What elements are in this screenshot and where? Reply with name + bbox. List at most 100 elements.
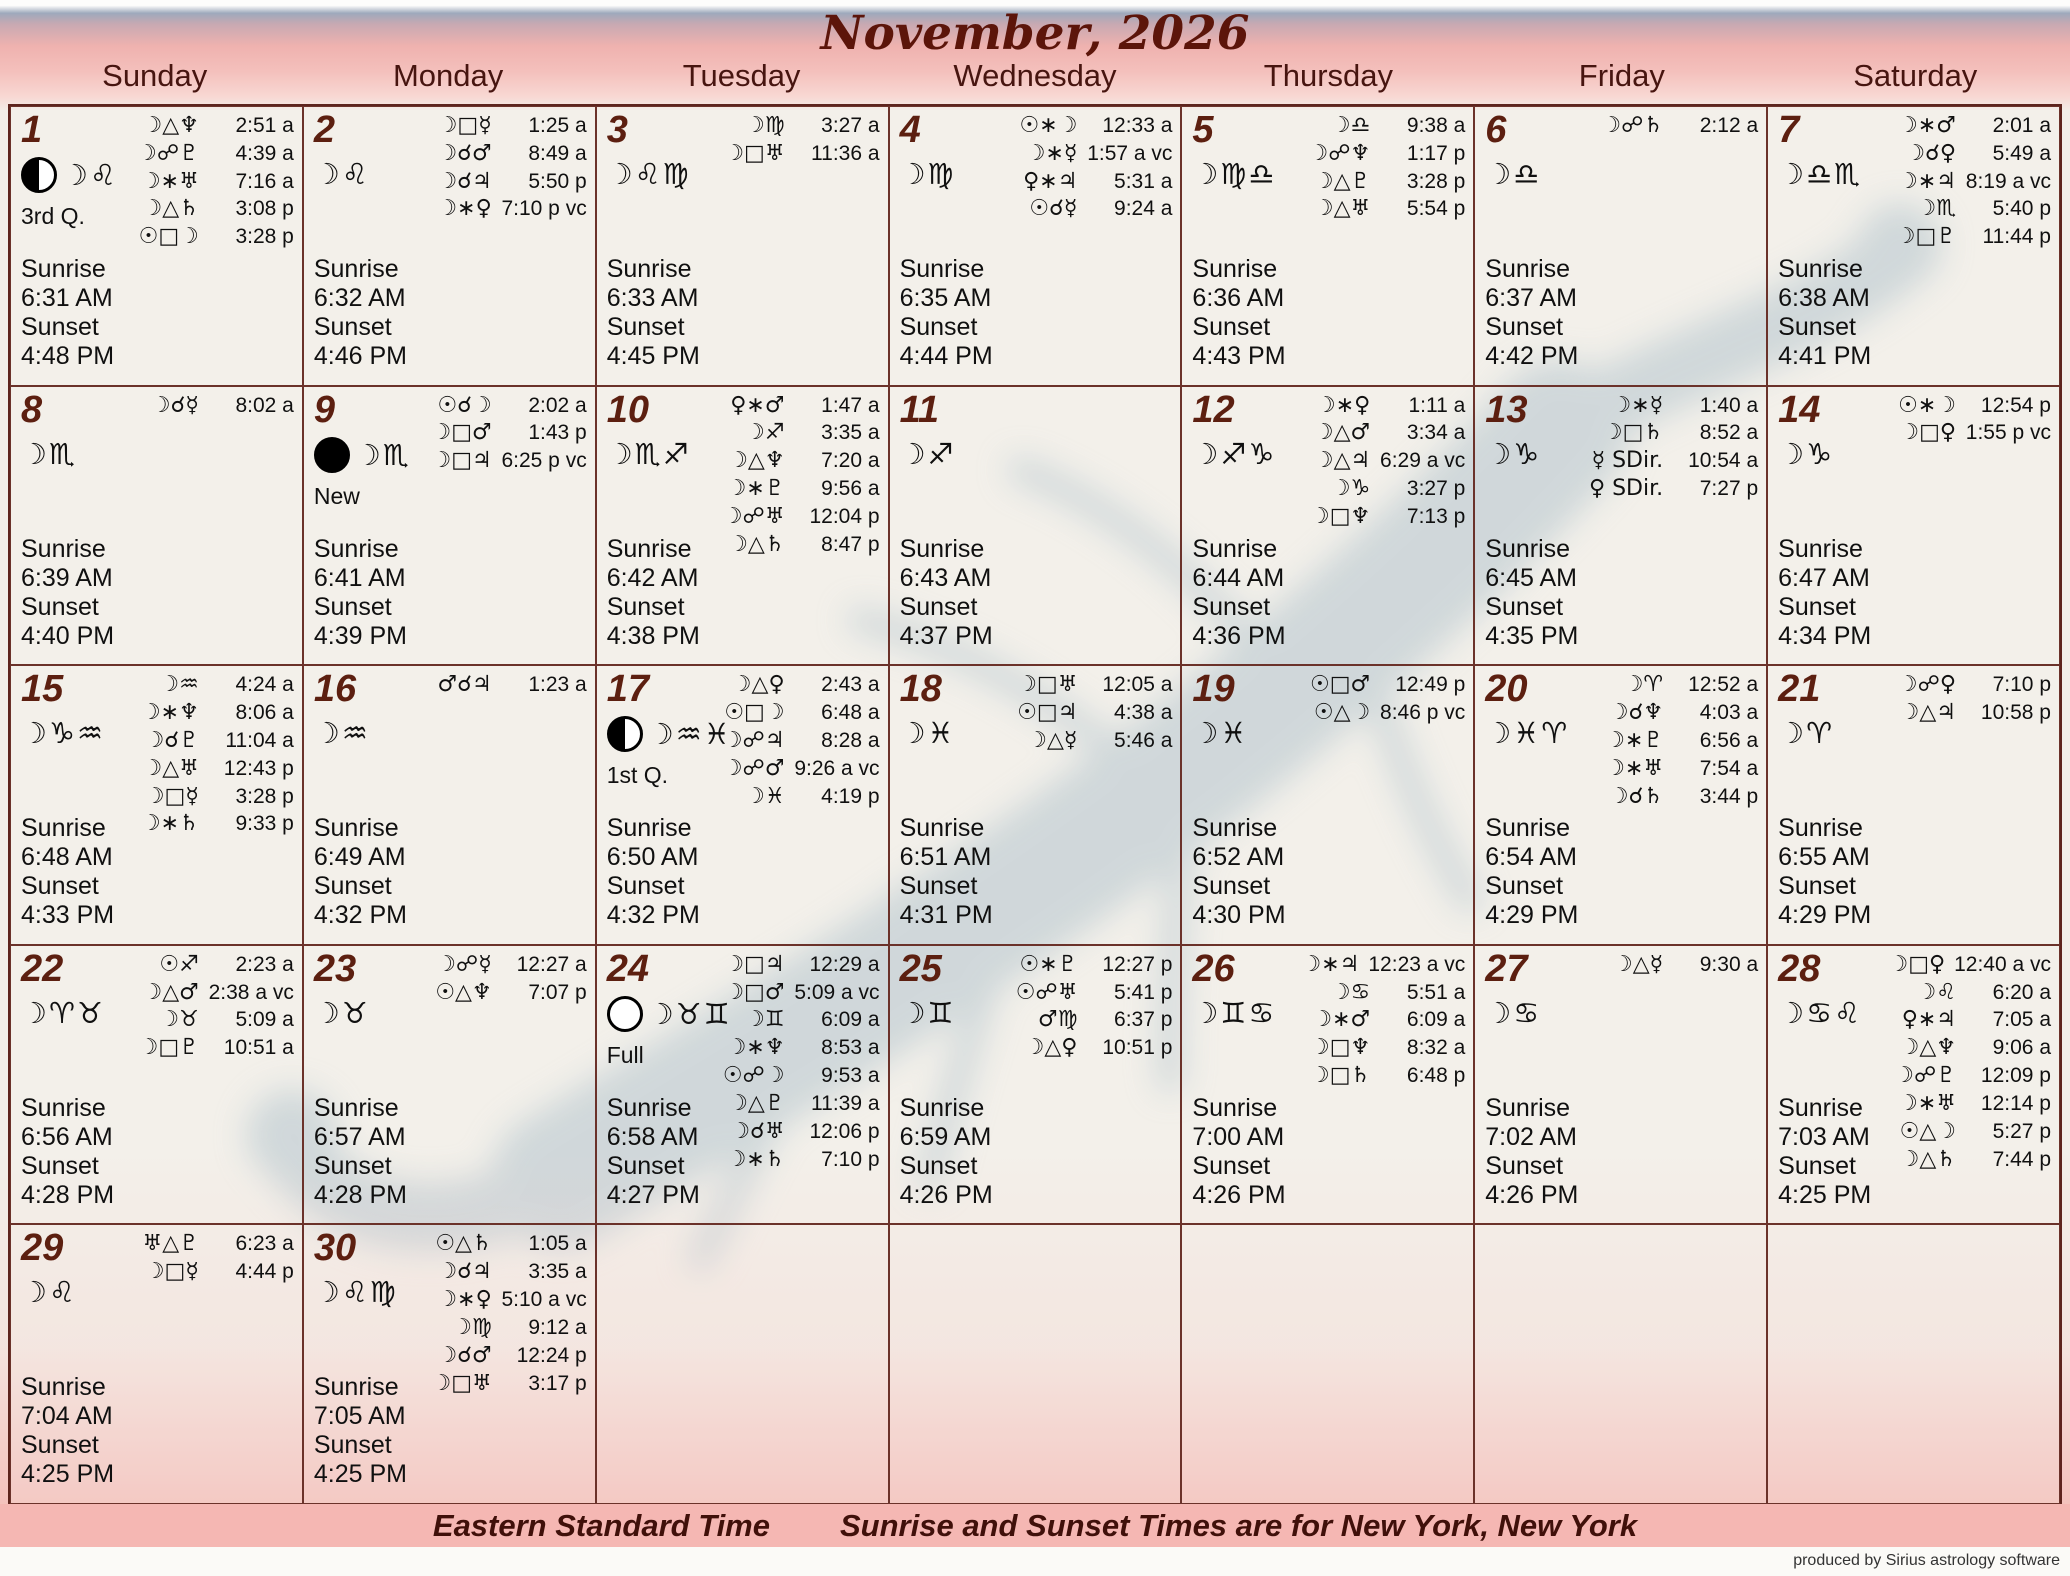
aspect-symbols: ☽□☿: [437, 113, 492, 138]
aspect-list: ☽□☿ 1:25 a ☽☌♂ 8:49 a ☽☌♃ 5:50 p ☽∗♀ 7:10 p vc: [437, 113, 586, 223]
aspect-time: 12:04 p: [809, 504, 880, 528]
aspect-time: 7:44 p: [1992, 1147, 2051, 1171]
aspect-row: ☽□♅ 11:36 a: [724, 141, 879, 168]
moon-sign: ☽♉: [314, 996, 370, 1030]
aspect-row: ☽∗♆ 8:53 a: [723, 1035, 880, 1062]
sun-times: Sunrise 6:44 AM Sunset 4:36 PM: [1192, 535, 1285, 651]
new-moon-icon: [313, 436, 350, 473]
aspect-row: ☽□♃ 6:25 p vc: [431, 448, 586, 475]
sunrise-label: Sunrise: [1192, 255, 1278, 283]
aspect-row: ☉∗♇ 12:27 p: [1016, 952, 1173, 979]
aspect-time: 10:51 a: [223, 1036, 294, 1060]
sunrise-label: Sunrise: [1778, 1093, 1863, 1122]
sunset-time: 4:32 PM: [606, 901, 700, 930]
aspect-symbols: ☽△♃: [1899, 700, 1956, 726]
sunset-time: 4:46 PM: [313, 342, 407, 370]
aspect-symbols: ☽♎: [1330, 113, 1371, 138]
aspect-time: 2:23 a: [235, 952, 294, 976]
weekday-label: Sunday: [102, 58, 208, 93]
sunrise-label: Sunrise: [1778, 255, 1863, 283]
aspect-row: ☽□♆ 7:13 p: [1310, 504, 1465, 531]
aspect-symbols: ♀ SDir.: [1588, 476, 1664, 502]
aspect-symbols: ☽△♆: [1899, 1035, 1956, 1061]
aspect-symbols: ☽☍♄: [1601, 113, 1664, 138]
aspect-list: ☽♒ 4:24 a ☽∗♆ 8:06 a ☽☌♇ 11:04 a ☽△♅ 12:43 p ☽□☿…: [141, 672, 294, 838]
aspect-symbols: ☽∗♄: [726, 1146, 785, 1172]
moon-sign: ☽♑: [1778, 437, 1834, 471]
aspect-row: ☽☌♃ 3:35 a: [431, 1259, 586, 1286]
sun-times: Sunrise 6:43 AM Sunset 4:37 PM: [900, 535, 993, 651]
aspect-row: ☽△♆ 9:06 a: [1888, 1035, 2051, 1062]
moon-sign-glyphs: ☽♉♊: [647, 996, 732, 1031]
aspect-time: 6:09 a: [1406, 1008, 1466, 1032]
sun-times: Sunrise 7:03 AM Sunset 4:25 PM: [1778, 1094, 1871, 1210]
aspect-time: 6:09 a: [821, 1008, 880, 1032]
aspect-row: ☽♋ 5:51 a: [1301, 980, 1465, 1007]
day-number: 14: [1778, 388, 1821, 431]
aspect-symbols: ☽□♃: [724, 951, 785, 977]
aspect-symbols: ☽∗♅: [140, 168, 199, 194]
aspect-row: ☽□♇ 11:44 p: [1896, 224, 2051, 251]
sunset-label: Sunset: [313, 592, 392, 621]
aspect-time: 9:38 a: [1406, 114, 1466, 137]
sunset-label: Sunset: [1485, 592, 1564, 621]
aspect-row: ☽△♄ 8:47 p: [723, 532, 879, 559]
aspect-row: ☽△♀ 10:51 p: [1016, 1035, 1173, 1062]
aspect-symbols: ☽△♂: [1313, 420, 1371, 446]
aspect-symbols: ☽∗♇: [726, 476, 785, 502]
moon-sign: ☽♓♈: [1485, 716, 1569, 750]
aspect-time: 3:08 p: [235, 197, 294, 221]
aspect-row: ☉□♃ 4:38 a: [1017, 700, 1172, 727]
aspect-symbols: ☽☌♃: [437, 1259, 492, 1285]
aspect-time: 8:02 a: [235, 393, 294, 417]
sun-times: Sunrise 6:50 AM Sunset 4:32 PM: [607, 814, 700, 930]
day-number: 25: [899, 947, 942, 990]
moon-sign: ☽♒: [314, 716, 370, 750]
aspect-row: ☽□♀ 12:40 a vc: [1888, 952, 2051, 979]
aspect-row: ♀∗♃ 5:31 a: [1020, 169, 1172, 196]
sunrise-time: 6:48 AM: [21, 843, 113, 872]
moon-sign: ☽♌♍: [607, 157, 691, 191]
aspect-symbols: ☉△☽: [1313, 700, 1371, 726]
day-cell-23: 23 ☽♉ ☽☍☿ 12:27 a ☉△♆ 7:07 p Sunrise 6:57 AM Sun…: [302, 944, 596, 1225]
day-number: 16: [313, 668, 357, 711]
aspect-time: 6:23 a: [235, 1232, 294, 1256]
aspect-symbols: ☽△♇: [1313, 168, 1371, 194]
moon-sign-glyphs: ☽♌♍: [313, 1275, 398, 1310]
aspect-symbols: ☉∗♇: [1019, 951, 1078, 977]
aspect-list: ☽☍♀ 7:10 p ☽△♃ 10:58 p: [1898, 672, 2051, 727]
moon-sign: ☽♈♉: [21, 996, 105, 1030]
moon-sign: ☽♏: [21, 437, 77, 471]
aspect-row: ☽△♅ 5:54 p: [1309, 196, 1465, 223]
aspect-time: 12:23 a vc: [1368, 952, 1466, 976]
sunset-time: 4:29 PM: [1485, 901, 1579, 930]
moon-sign-glyphs: ☽♑: [1778, 436, 1835, 471]
day-cell-5: 5 ☽♍♎ ☽♎ 9:38 a ☽☍♆ 1:17 p ☽△♇ 3:28 p ☽△♅ 5:54 p S…: [1181, 106, 1475, 386]
moon-sign-glyphs: ☽♓: [1192, 716, 1249, 751]
aspect-row: ☽♓ 4:19 p: [723, 784, 879, 811]
aspect-symbols: ☽∗♅: [1898, 1090, 1956, 1116]
moon-sign: ☽♑: [1485, 437, 1541, 471]
moon-sign-glyphs: ☽♏: [21, 436, 77, 471]
sunset-time: 4:32 PM: [313, 901, 407, 930]
aspect-row: ☉∗☽ 12:54 p: [1898, 393, 2051, 420]
location-note: Sunrise and Sunset Times are for New Yor…: [840, 1507, 1638, 1543]
sunset-label: Sunset: [313, 1151, 392, 1180]
aspect-row: ☉□☽ 6:48 a: [723, 700, 879, 727]
aspect-time: 10:54 a: [1688, 449, 1759, 473]
aspect-symbols: ☽△♄: [142, 196, 199, 222]
empty-cell: [1181, 1224, 1475, 1504]
sunset-time: 4:25 PM: [313, 1460, 407, 1489]
sunset-label: Sunset: [606, 872, 685, 901]
aspect-time: 1:47 a: [821, 393, 880, 417]
day-number: 24: [606, 947, 649, 990]
aspect-row: ☽♏ 5:40 p: [1896, 196, 2051, 223]
day-number: 15: [21, 668, 64, 711]
day-number: 5: [1192, 109, 1214, 151]
aspect-time: 5:50 p: [528, 169, 587, 193]
aspect-symbols: ☽♒: [159, 672, 199, 698]
aspect-symbols: ☽□♀: [1899, 420, 1956, 446]
day-number: 11: [899, 388, 940, 431]
aspect-symbols: ☽□♆: [1310, 503, 1371, 529]
aspect-list: ☉♐ 2:23 a ☽△♂ 2:38 a vc ☽♉ 5:09 a ☽□♇ 10:51 a: [139, 952, 294, 1062]
